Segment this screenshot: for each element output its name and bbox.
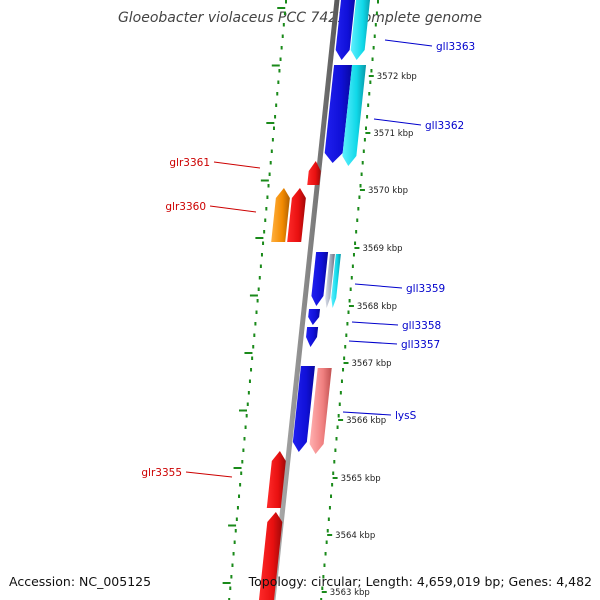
gene-blue-3566 [292, 366, 315, 452]
scale-label: 3572 kbp [377, 72, 417, 82]
gene-gll3359 [311, 252, 329, 306]
label-glr3360-leader [209, 205, 257, 213]
gene-gll3363-cyan [350, 0, 370, 60]
label-gll3359-leader [354, 283, 403, 289]
label-glr3355-leader [185, 471, 233, 478]
scale-label: 3565 kbp [341, 474, 381, 484]
gene-gll3362 [324, 65, 353, 163]
label-gll3357-leader [348, 340, 398, 345]
gene-glr3355 [266, 451, 286, 508]
scale-label: 3567 kbp [352, 359, 392, 369]
scale-label: 3568 kbp [357, 302, 397, 312]
gene-gll3358 [308, 309, 321, 325]
gene-glr3361 [307, 161, 321, 185]
label-glr3355: glr3355 [141, 467, 182, 479]
label-glr3361-leader [213, 161, 261, 169]
label-gll3363-leader [384, 39, 433, 47]
label-glr3360: glr3360 [165, 201, 206, 213]
gene-gll3359-gray [325, 254, 335, 308]
gene-red-3564 [258, 512, 283, 600]
map-title: Gloeobacter violaceus PCC 7421, complete… [117, 10, 483, 26]
label-gll3358-leader [351, 321, 399, 326]
gene-gll3363 [335, 0, 355, 60]
label-gll3362-leader [373, 118, 422, 126]
gene-glr3360-orange [271, 188, 290, 242]
label-gll3359: gll3359 [406, 283, 445, 295]
gene-gll3357 [306, 327, 319, 347]
label-lysS-leader [342, 411, 392, 416]
scale-label: 3569 kbp [362, 244, 402, 254]
scale-label: 3564 kbp [335, 531, 375, 541]
gene-gll3362-cyan [342, 65, 367, 166]
scale-label: 3571 kbp [373, 129, 413, 139]
label-gll3357: gll3357 [401, 339, 440, 351]
genome-summary-label: Topology: circular; Length: 4,659,019 bp… [248, 574, 592, 589]
label-gll3363: gll3363 [436, 41, 475, 53]
genome-backbone [270, 0, 340, 600]
accession-label: Accession: NC_005125 [9, 574, 152, 589]
scale-label: 3570 kbp [368, 186, 408, 196]
gene-glr3360 [287, 188, 306, 242]
scale-label: 3563 kbp [330, 588, 370, 598]
gene-gll3359-cyan [331, 254, 341, 308]
label-gll3362: gll3362 [425, 120, 464, 132]
label-glr3361: glr3361 [169, 157, 210, 169]
label-lysS: lysS [395, 410, 417, 422]
gene-lysS [309, 368, 332, 454]
label-gll3358: gll3358 [402, 320, 441, 332]
scale-label: 3566 kbp [346, 416, 386, 426]
